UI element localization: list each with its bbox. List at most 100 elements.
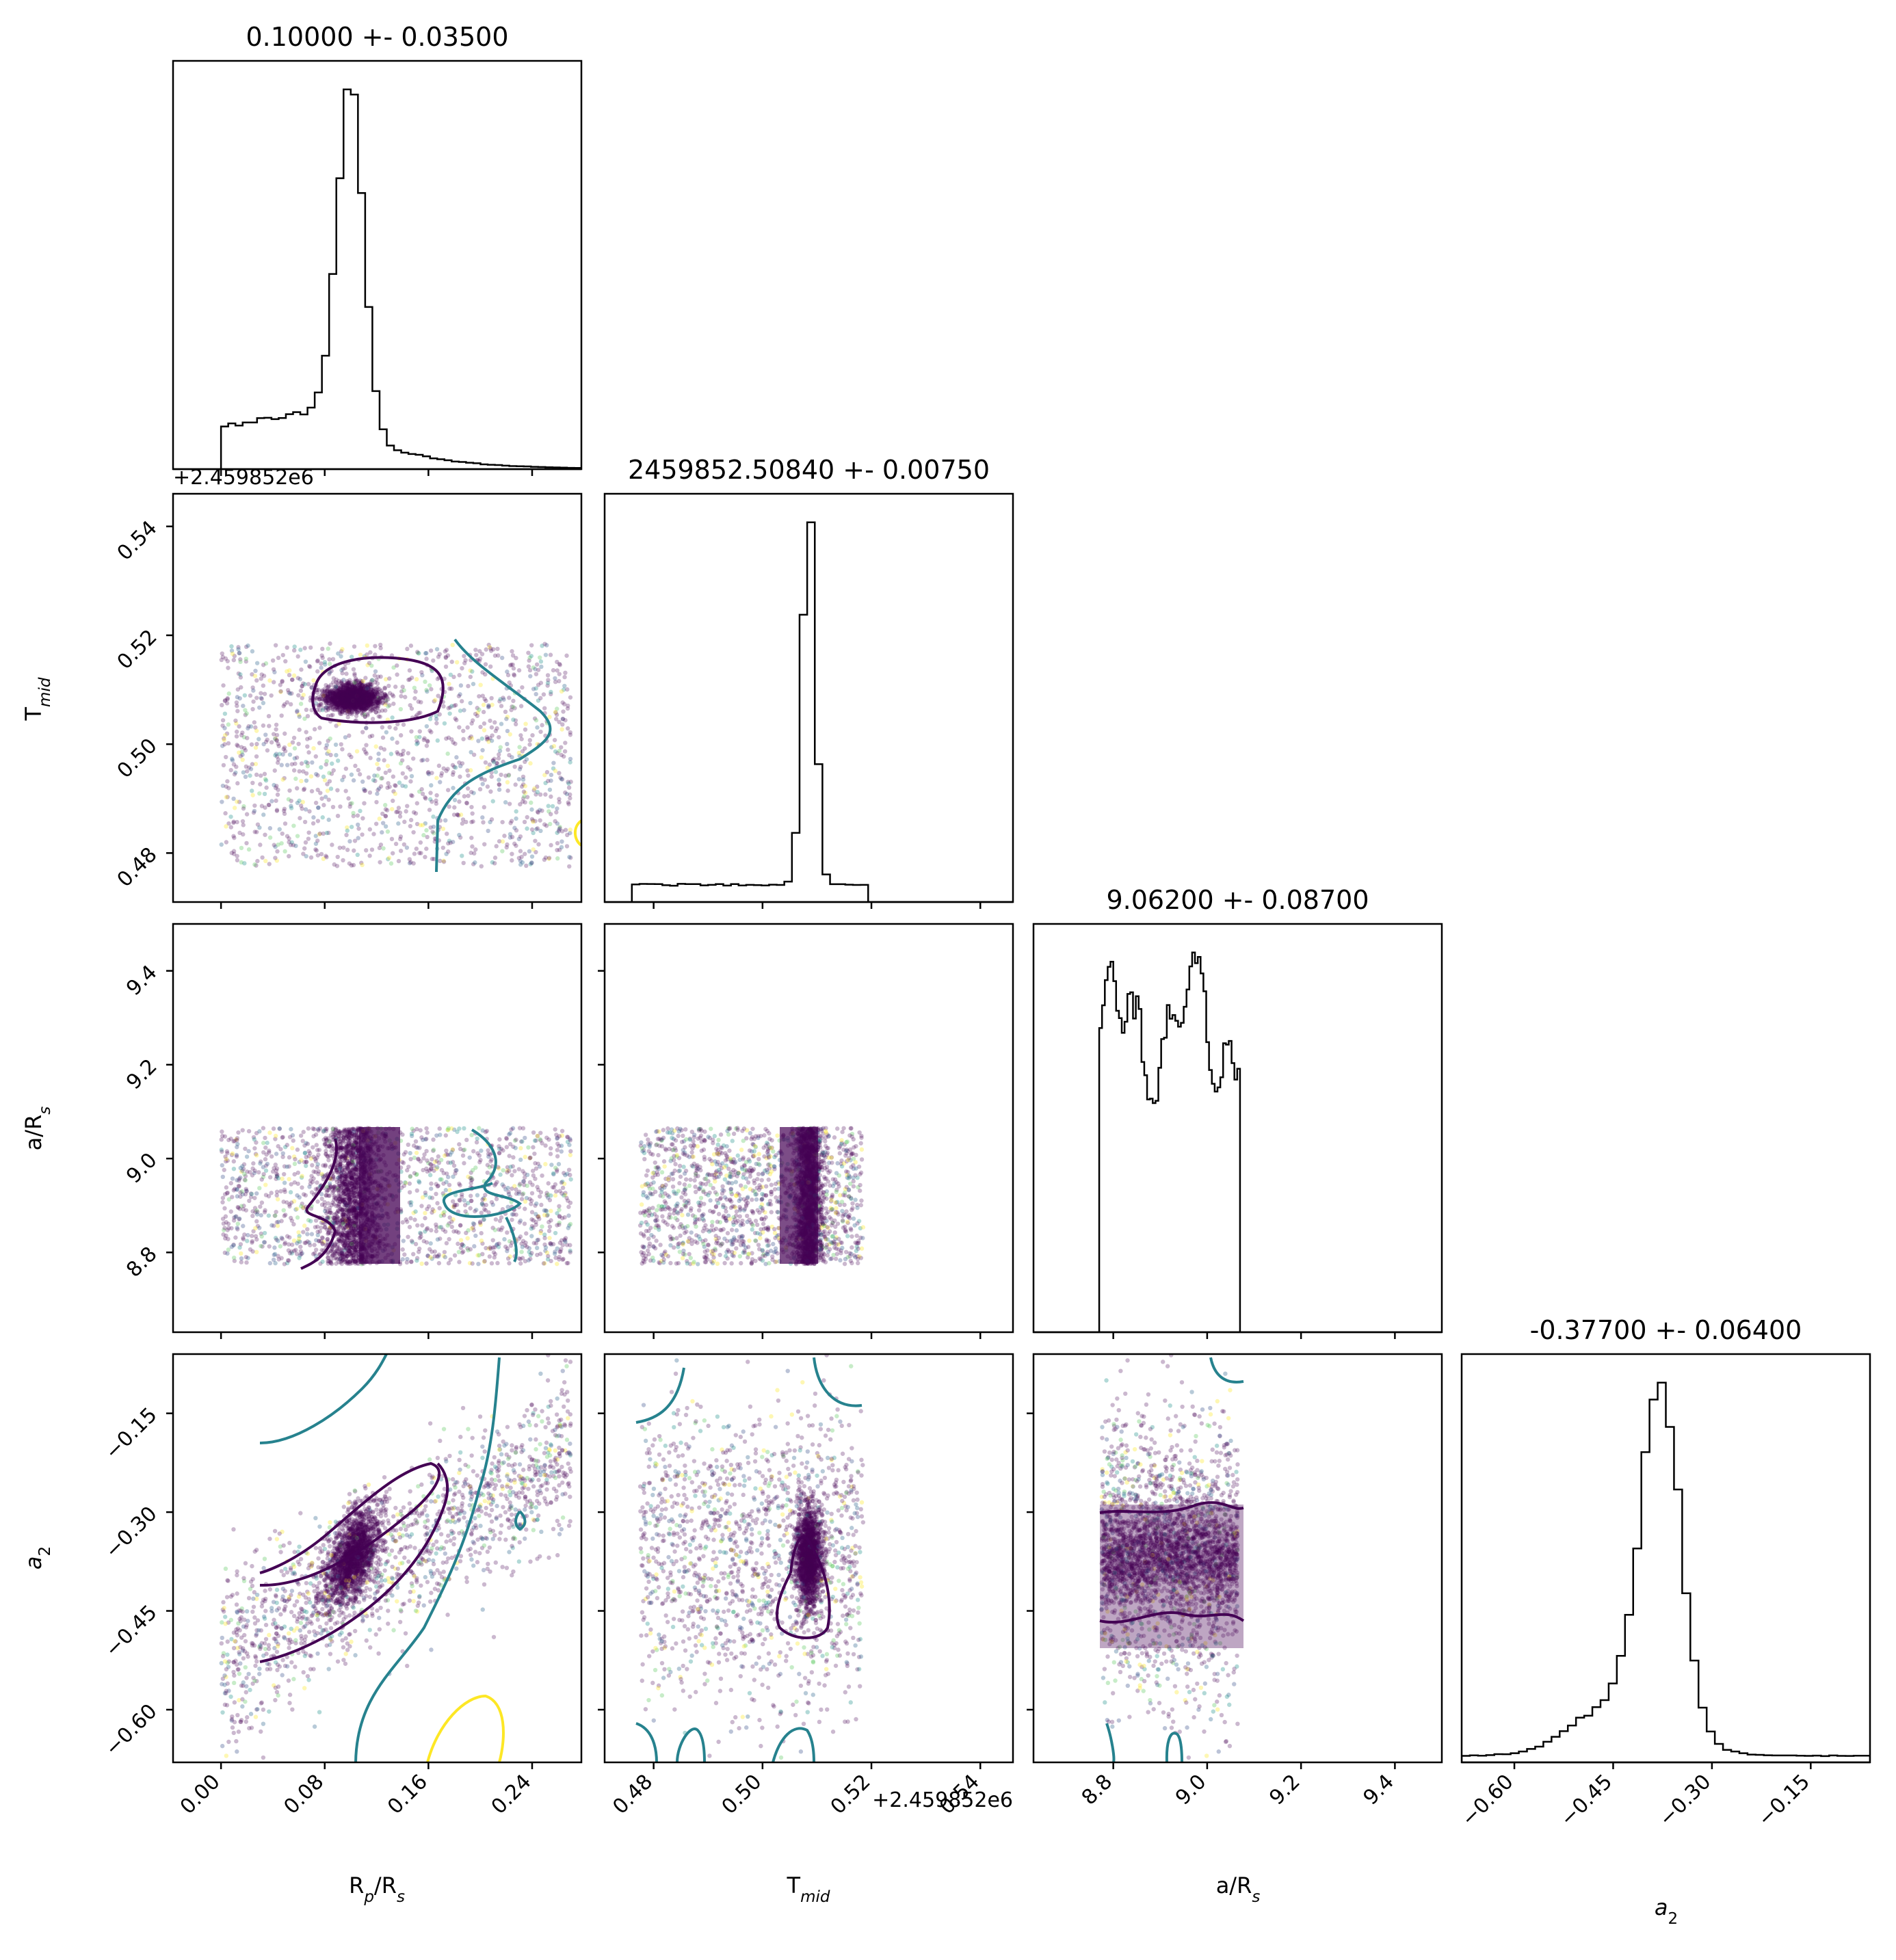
scatter-point (346, 691, 352, 696)
scatter-point (500, 819, 505, 825)
scatter-point (352, 691, 357, 696)
scatter-point (339, 654, 343, 659)
scatter-point (345, 696, 350, 700)
scatter-point (483, 672, 488, 677)
scatter-point (354, 688, 359, 693)
scatter-point (486, 1148, 490, 1153)
scatter-point (295, 708, 300, 713)
scatter-point (497, 838, 502, 844)
scatter-point (259, 696, 263, 700)
scatter-point (313, 800, 319, 806)
scatter-point (345, 847, 350, 852)
scatter-point (418, 710, 423, 715)
scatter-point (289, 677, 295, 683)
scatter-point (304, 778, 309, 783)
scatter-point (326, 700, 331, 706)
scatter-point (369, 733, 375, 739)
scatter-point (328, 699, 333, 704)
scatter-point (350, 704, 355, 708)
scatter-point (330, 697, 335, 702)
scatter-point (358, 704, 364, 710)
scatter-point (535, 1184, 540, 1189)
scatter-point (358, 693, 363, 698)
scatter-point (308, 855, 314, 860)
scatter-point (442, 721, 447, 726)
scatter-point (354, 749, 360, 754)
scatter-point (373, 821, 379, 826)
scatter-point (534, 662, 540, 667)
scatter-point (458, 1146, 463, 1152)
scatter-point (518, 733, 523, 738)
scatter-point (234, 765, 239, 769)
scatter-point (367, 702, 371, 708)
scatter-point (549, 1163, 554, 1167)
scatter-point (347, 702, 352, 707)
scatter-point (546, 1181, 551, 1186)
scatter-point (366, 775, 371, 780)
scatter-point (518, 834, 523, 839)
scatter-point (274, 738, 279, 743)
scatter-point (371, 698, 376, 703)
scatter-point (291, 673, 297, 678)
scatter-point (303, 807, 308, 812)
scatter-point (352, 689, 357, 693)
scatter-point (482, 805, 487, 810)
scatter-point (340, 689, 345, 693)
scatter-point (219, 842, 224, 847)
scatter-point (489, 725, 495, 730)
scatter-point (492, 756, 497, 761)
scatter-point (378, 860, 382, 864)
scatter-point (359, 697, 364, 702)
scatter-point (396, 821, 401, 826)
scatter-point (300, 696, 304, 700)
scatter-point (220, 1195, 226, 1200)
scatter-point (305, 713, 311, 719)
scatter-point (339, 691, 344, 696)
scatter-point (469, 736, 475, 741)
scatter-point (259, 691, 263, 696)
scatter-point (220, 1174, 226, 1180)
scatter-point (375, 697, 380, 702)
scatter-point (427, 1173, 433, 1178)
scatter-point (330, 702, 335, 707)
scatter-point (354, 699, 358, 704)
scatter-point (330, 691, 335, 696)
scatter-point (567, 864, 572, 869)
scatter-point (487, 645, 492, 650)
scatter-point (350, 705, 354, 710)
scatter-point (350, 700, 355, 705)
scatter-point (334, 695, 340, 700)
scatter-point (352, 702, 356, 707)
scatter-point (520, 749, 525, 754)
scatter-point (321, 803, 326, 808)
scatter-point (423, 1210, 427, 1216)
scatter-point (440, 845, 446, 850)
scatter-point (355, 852, 360, 858)
scatter-point (365, 696, 371, 700)
scatter-point (492, 856, 498, 860)
scatter-point (547, 856, 551, 861)
scatter-point (364, 848, 369, 853)
scatter-point (549, 772, 554, 778)
scatter-point (378, 696, 383, 700)
scatter-point (350, 696, 355, 702)
scatter-point (445, 788, 451, 793)
scatter-point (363, 690, 367, 695)
scatter-point (356, 689, 360, 694)
scatter-point (226, 741, 231, 746)
scatter-point (369, 687, 373, 691)
scatter-point (301, 692, 306, 698)
scatter-point (328, 694, 332, 700)
scatter-point (516, 777, 522, 782)
scatter-point (248, 767, 254, 771)
scatter-point (356, 702, 360, 708)
scatter-point (327, 693, 332, 699)
scatter-point (350, 703, 354, 708)
scatter-point (473, 711, 478, 717)
scatter-point (354, 687, 360, 691)
scatter-point (492, 1255, 497, 1260)
scatter-point (338, 698, 343, 702)
scatter-point (305, 744, 310, 749)
scatter-point (469, 750, 473, 755)
scatter-point (254, 754, 259, 759)
